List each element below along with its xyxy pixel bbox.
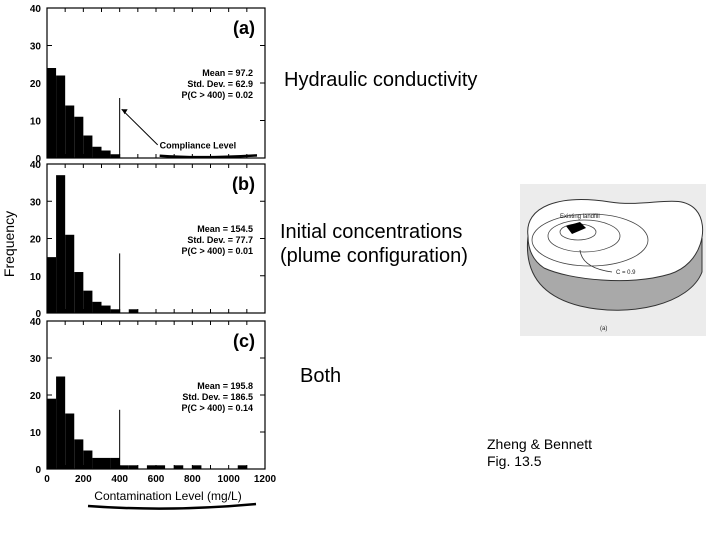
initial-concentrations-line2: (plume configuration) — [280, 245, 468, 267]
plume-figure-caption: (a) — [600, 326, 607, 332]
stats-line: Mean = 195.8 — [197, 381, 253, 391]
y-tick-label: 10 — [30, 117, 42, 128]
y-tick-label: 20 — [30, 391, 42, 402]
y-tick-label: 30 — [30, 354, 42, 365]
histogram-bar — [92, 457, 102, 469]
histogram-bar — [83, 450, 93, 469]
histogram-bar — [74, 272, 84, 313]
stats-line: Std. Dev. = 62.9 — [187, 79, 253, 89]
stats-line: P(C > 400) = 0.02 — [181, 90, 253, 100]
histogram-bar — [174, 465, 184, 469]
histogram-bar — [192, 465, 202, 469]
citation-line2: Fig. 13.5 — [487, 453, 542, 469]
histogram-bar — [83, 135, 93, 158]
landfill-source — [566, 222, 586, 234]
histogram-bar — [146, 465, 156, 469]
y-tick-label: 30 — [30, 42, 42, 53]
x-tick-label: 1200 — [254, 474, 277, 485]
hydraulic-conductivity-label: Hydraulic conductivity — [284, 69, 478, 91]
initial-concentrations-line1: Initial concentrations — [280, 221, 463, 243]
citation-line1: Zheng & Bennett — [487, 436, 593, 452]
histogram-bar — [156, 465, 166, 469]
annotation-arrowhead — [121, 109, 128, 115]
histogram-bar — [92, 146, 102, 158]
x-axis-label: Contamination Level (mg/L) — [94, 489, 241, 503]
histogram-bar — [83, 290, 93, 313]
y-tick-label: 40 — [30, 4, 42, 15]
histogram-bar — [56, 175, 66, 313]
plume-contour-outer — [531, 213, 649, 267]
contour-value-label: C = 0.9 — [616, 270, 636, 276]
histogram-bar — [65, 234, 75, 313]
histogram-bar — [65, 105, 75, 158]
plume-contour-middle — [547, 219, 621, 253]
citation: Zheng & Bennett Fig. 13.5 — [487, 436, 592, 470]
histogram-bar — [92, 301, 102, 313]
y-tick-label: 0 — [35, 154, 41, 165]
panel-label: (a) — [233, 18, 255, 38]
histogram-bar — [47, 68, 57, 158]
y-axis-label: Frequency — [1, 211, 17, 277]
x-axis-label-underline — [87, 502, 257, 510]
annotation-text: Compliance Level — [160, 140, 237, 150]
histogram-bar — [56, 75, 66, 158]
annotation-underline — [159, 154, 258, 159]
y-tick-label: 10 — [30, 272, 42, 283]
contour-arrow — [579, 249, 613, 273]
annotation-arrow — [121, 108, 159, 146]
y-tick-label: 0 — [35, 465, 41, 476]
x-tick-label: 800 — [184, 474, 201, 485]
aquifer-block-top — [527, 199, 704, 281]
y-tick-label: 20 — [30, 79, 42, 90]
histogram-bar — [101, 150, 111, 158]
panel-label: (c) — [233, 331, 255, 351]
x-tick-label: 600 — [148, 474, 165, 485]
histogram-bar — [237, 465, 247, 469]
histogram-bar — [119, 465, 129, 469]
x-tick-label: 1000 — [218, 474, 241, 485]
landfill-label: Existing landfill — [560, 214, 600, 220]
stats-line: P(C > 400) = 0.14 — [181, 403, 253, 413]
y-tick-label: 20 — [30, 235, 42, 246]
histogram-bar — [110, 457, 120, 469]
x-tick-label: 0 — [44, 474, 50, 485]
histogram-bar — [47, 257, 57, 313]
initial-concentrations-label: Initial concentrations (plume configurat… — [280, 220, 468, 268]
histogram-bar — [110, 309, 120, 313]
stats-line: Std. Dev. = 77.7 — [187, 235, 253, 245]
stats-line: Mean = 97.2 — [202, 68, 253, 78]
x-tick-label: 200 — [75, 474, 92, 485]
histogram-bar — [128, 309, 138, 313]
y-tick-label: 0 — [35, 309, 41, 320]
x-tick-label: 400 — [111, 474, 128, 485]
stats-line: Std. Dev. = 186.5 — [182, 392, 253, 402]
panel-label: (b) — [232, 174, 255, 194]
histogram-bar — [65, 413, 75, 469]
histogram-bar — [101, 457, 111, 469]
histogram-bar — [74, 439, 84, 469]
both-label: Both — [300, 365, 342, 387]
y-tick-label: 40 — [30, 160, 42, 171]
stats-line: Mean = 154.5 — [197, 224, 253, 234]
stats-line: P(C > 400) = 0.01 — [181, 246, 253, 256]
y-tick-label: 30 — [30, 197, 42, 208]
y-tick-label: 40 — [30, 317, 42, 328]
histogram-bar — [110, 154, 120, 158]
histogram-bar — [101, 305, 111, 313]
histogram-bar — [128, 465, 138, 469]
plume-configuration-figure: Existing landfill C = 0.9 (a) — [520, 184, 706, 336]
histogram-bar — [74, 116, 84, 158]
y-tick-label: 10 — [30, 428, 42, 439]
histogram-bar — [56, 376, 66, 469]
histogram-bar — [47, 398, 57, 469]
